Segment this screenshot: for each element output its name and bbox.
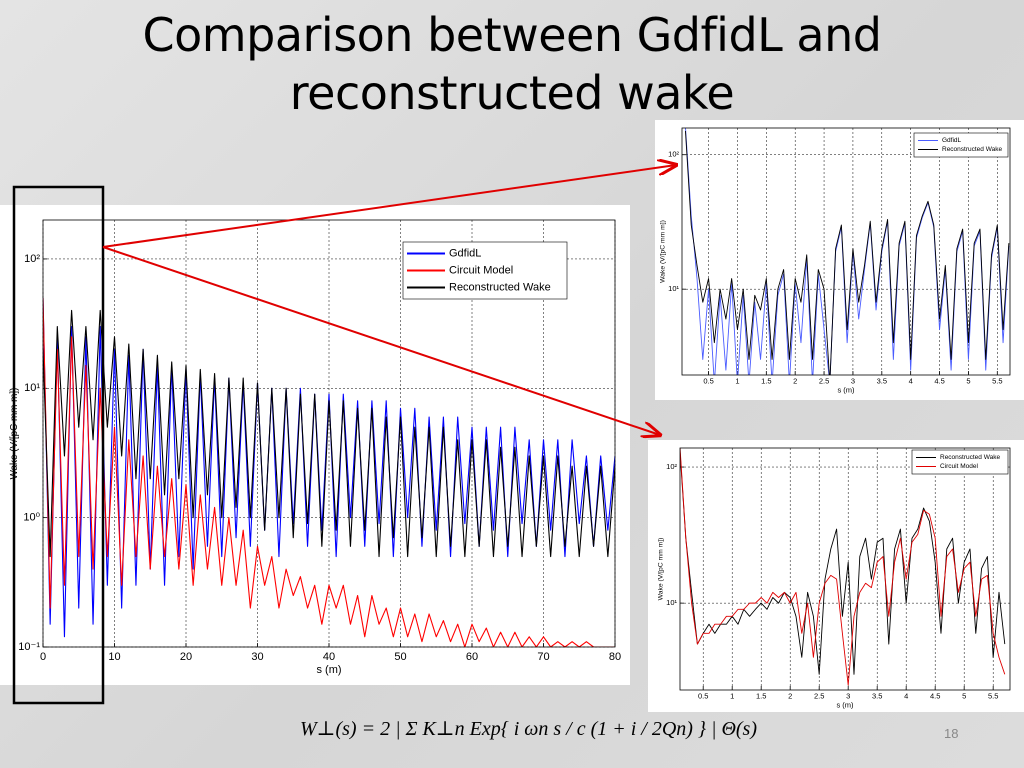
x-tick-label: 0.5 [698,692,708,701]
legend-box [913,132,1009,158]
x-tick-label: 20 [180,651,192,663]
page-number: 18 [944,726,959,741]
x-tick-label: 50 [394,651,406,663]
x-tick-label: 1 [730,692,734,701]
legend-box [402,241,568,300]
slide-title: Comparison between GdfidL and reconstruc… [142,8,882,120]
x-tick-label: 3.5 [877,377,887,386]
legend-box [911,449,1009,475]
x-tick-label: 3 [851,377,855,386]
y-tick-label: 10² [666,462,677,471]
x-tick-label: 4.5 [930,692,940,701]
chart: 10¹ 10² 0.5 1 1.5 2 2.5 3 3.5 4 4.5 5 5.5 s (m) Wake (… [655,120,1024,400]
x-tick-label: 5 [962,692,966,701]
x-tick-label: 1.5 [756,692,766,701]
x-tick-label: 3.5 [872,692,882,701]
series-line [685,131,1010,375]
legend-label: Circuit Model [449,264,513,276]
x-axis-label: s (m) [836,701,854,710]
y-tick-label: 10² [24,253,40,265]
x-tick-label: 1.5 [761,377,771,386]
plot-frame [42,219,616,648]
x-tick-label: 5.5 [992,377,1002,386]
annotations [12,165,676,705]
series-line [43,297,615,647]
y-tick-label: 10² [668,150,679,159]
legend-label: Reconstructed Wake [942,146,1002,153]
x-tick-label: 5 [966,377,970,386]
x-tick-label: 4 [904,692,908,701]
series-line [680,451,1006,675]
x-tick-label: 2 [793,377,797,386]
formula: W⊥(s) = 2 | Σ K⊥n Exp{ i ωn s / c (1 + i… [300,718,758,740]
y-axis-label: Wake (V/[pC mm m]) [659,220,666,283]
legend-label: GdfidL [449,247,481,259]
x-tick-label: 2.5 [814,692,824,701]
y-tick-label: 10¹ [24,382,40,394]
series-group [680,448,1006,686]
x-axis-label: s (m) [316,664,341,676]
legend-label: Reconstructed Wake [449,281,551,293]
x-tick-label: 60 [466,651,478,663]
x-tick-label: 2 [788,692,792,701]
series-group [685,128,1010,375]
x-tick-label: 3 [846,692,850,701]
y-tick-label: 10¹ [666,598,677,607]
x-tick-label: 10 [108,651,120,663]
plot-area [682,128,1010,375]
x-axis-label: s (m) [837,386,855,395]
x-tick-label: 0.5 [703,377,713,386]
arrow [102,246,660,435]
legend-label: GdfidL [942,137,962,144]
x-tick-label: 40 [323,651,335,663]
x-tick-label: 0 [40,651,46,663]
legend-label: Circuit Model [940,463,978,470]
series-line [680,448,1006,686]
x-tick-label: 1 [735,377,739,386]
y-tick-label: 10⁻¹ [18,641,40,653]
x-tick-label: 80 [609,651,621,663]
arrow [102,165,676,248]
plot-frame [681,127,1011,376]
x-tick-label: 70 [537,651,549,663]
x-tick-label: 4 [909,377,913,386]
x-tick-label: 5.5 [988,692,998,701]
series-group [43,297,615,647]
y-axis-label: Wake (V/[pC mm m]) [657,538,664,601]
y-tick-label: 10¹ [668,284,679,293]
y-tick-label: 10⁰ [23,512,40,524]
x-tick-label: 4.5 [934,377,944,386]
series-line [43,309,615,558]
plot-frame [679,447,1011,691]
highlight-box [12,185,105,705]
chart: 10¹ 10² 0.5 1 1.5 2 2.5 3 3.5 4 4.5 5 5.5 s (m) Wake (… [648,440,1024,712]
series-line [43,297,615,638]
x-tick-label: 30 [251,651,263,663]
x-tick-label: 2.5 [819,377,829,386]
legend-label: Reconstructed Wake [940,454,1000,461]
